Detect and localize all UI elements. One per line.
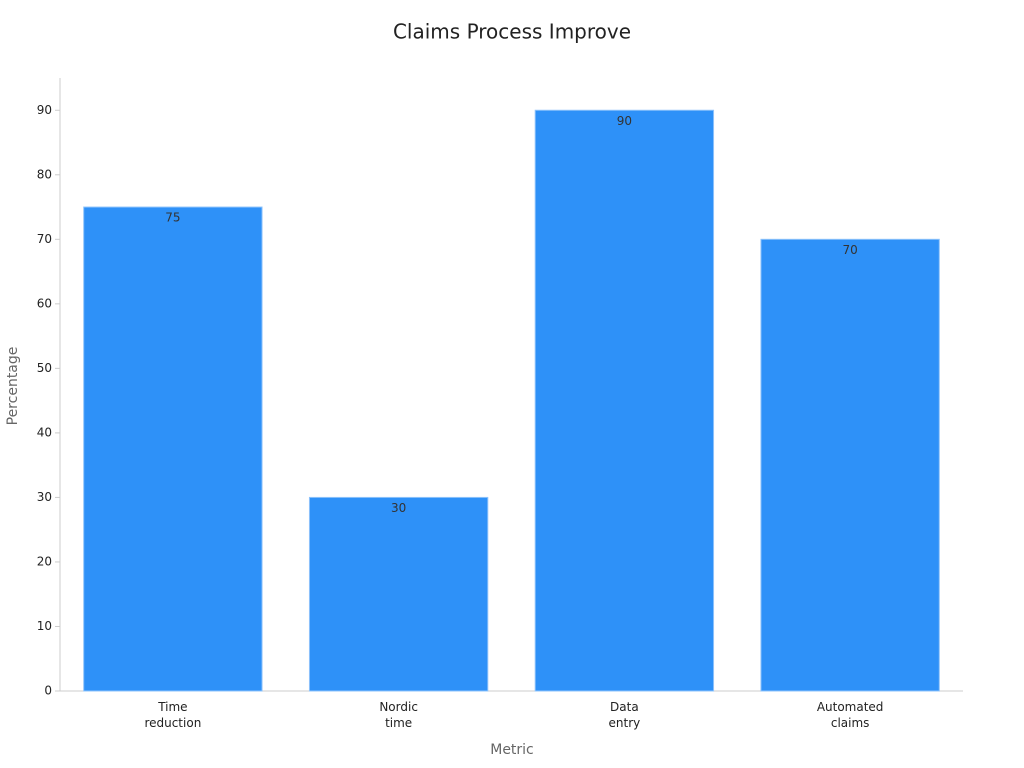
x-tick-label: Data entry: [608, 700, 641, 730]
value-label: 75: [165, 211, 180, 225]
x-tick-label: Automated claims: [816, 700, 884, 730]
y-tick-label: 80: [37, 167, 52, 181]
bar: [83, 206, 263, 692]
x-tick-label: Time reduction: [144, 700, 202, 730]
y-tick-label: 60: [37, 296, 52, 310]
y-tick-label: 20: [37, 554, 52, 568]
bar: [308, 496, 489, 692]
value-label: 70: [842, 243, 857, 257]
x-tick-label: Nordic time: [379, 700, 418, 730]
y-tick-label: 50: [37, 361, 52, 375]
value-label: 30: [391, 501, 406, 515]
bar: [534, 109, 715, 692]
chart-title: Claims Process Improve: [393, 20, 631, 44]
bar: [760, 238, 940, 692]
y-tick-label: 40: [37, 425, 52, 439]
y-axis-label: Percentage: [5, 347, 21, 426]
y-tick-label: 10: [37, 619, 52, 633]
y-tick-label: 70: [37, 232, 52, 246]
y-tick-label: 0: [44, 684, 52, 698]
x-axis-label: Metric: [490, 742, 534, 758]
y-tick-label: 30: [37, 490, 52, 504]
y-tick-label: 90: [37, 103, 52, 117]
value-label: 90: [617, 114, 632, 128]
